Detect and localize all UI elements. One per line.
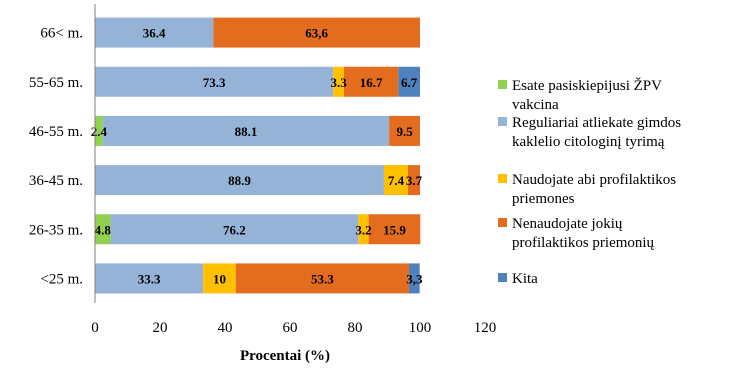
x-tick-label: 100	[409, 320, 432, 336]
legend-entry: Reguliariai atliekate gimdos kaklelio cit…	[512, 115, 681, 150]
bar-segment	[333, 66, 344, 97]
segment-data-label: 4.8	[95, 222, 112, 237]
segment-data-label: 10	[213, 271, 226, 286]
x-axis: 0 20 40 60 80 100 120	[91, 320, 496, 336]
bar-segment	[95, 66, 334, 97]
segment-data-label: 9.5	[396, 124, 413, 139]
bar-segment	[95, 165, 384, 196]
category-label: 46-55 m.	[29, 124, 83, 140]
legend-entry: Naudojate abi profilaktikos priemones	[512, 172, 676, 207]
segment-data-label: 7.4	[388, 173, 405, 188]
segment-data-label: 3.2	[355, 222, 371, 237]
category-label: 55-65 m.	[29, 75, 83, 91]
bar-segment	[398, 66, 420, 97]
bar-segment	[95, 17, 214, 48]
segment-data-label: 33.3	[138, 271, 161, 286]
segment-data-label: 3.7	[406, 173, 423, 188]
x-tick-label: 120	[474, 320, 497, 336]
bar-segment	[203, 263, 236, 294]
legend-swatch	[498, 273, 507, 282]
segment-data-label: 63,6	[305, 26, 328, 41]
bar-segment	[383, 165, 408, 196]
bar-segment	[213, 17, 420, 48]
segment-data-label: 2.4	[91, 124, 108, 139]
legend: Esate pasiskiepijusi ŽPV vakcinaReguliari…	[498, 77, 681, 287]
bar-segment	[95, 115, 103, 146]
legend-entry: Esate pasiskiepijusi ŽPV vakcina	[512, 77, 662, 113]
legend-swatch	[498, 80, 507, 89]
bar-segment	[343, 66, 399, 97]
x-tick-label: 60	[283, 320, 298, 336]
x-axis-title: Procentai (%)	[240, 348, 330, 364]
segment-data-label: 88.9	[228, 173, 251, 188]
x-tick-label: 0	[91, 320, 99, 336]
legend-swatch	[498, 174, 507, 183]
bars-layer	[95, 17, 421, 294]
bar-segment	[110, 214, 359, 245]
segment-labels-layer: 36.4 63,673.3 3.3 16.7 6.72.4 88.1 9.588.9 7.4 3…	[91, 26, 423, 287]
bar-segment	[102, 115, 390, 146]
segment-data-label: 73.3	[203, 75, 226, 90]
legend-swatch	[498, 218, 507, 227]
bar-segment	[389, 115, 420, 146]
y-axis: 66< m. 55-65 m. 46-55 m. 36-45 m. 26-35 m. <2…	[29, 4, 96, 303]
segment-data-label: 88.1	[235, 124, 258, 139]
legend-entry: Kita	[512, 271, 538, 287]
segment-data-label: 16.7	[360, 75, 383, 90]
segment-data-label: 76.2	[223, 222, 246, 237]
segment-data-label: 53.3	[311, 271, 334, 286]
x-tick-label: 40	[218, 320, 233, 336]
segment-data-label: 36.4	[143, 26, 166, 41]
category-label: 36-45 m.	[29, 173, 83, 189]
bar-segment	[368, 214, 421, 245]
category-label: 26-35 m.	[29, 222, 83, 238]
bar-segment	[95, 263, 204, 294]
bar-segment	[358, 214, 369, 245]
x-tick-label: 80	[348, 320, 363, 336]
category-label: <25 m.	[40, 271, 83, 287]
bar-segment	[235, 263, 409, 294]
bar-segment	[408, 263, 420, 294]
segment-data-label: 15.9	[383, 222, 406, 237]
bar-segment	[407, 165, 420, 196]
segment-data-label: 3.3	[330, 75, 347, 90]
x-tick-label: 20	[153, 320, 168, 336]
legend-entry: Nenaudojate jokių profilaktikos priemonių	[512, 216, 655, 251]
segment-data-label: 6.7	[401, 75, 418, 90]
bar-segment	[95, 214, 111, 245]
segment-data-label: 3,3	[406, 271, 423, 286]
category-label: 66< m.	[40, 26, 83, 42]
legend-swatch	[498, 117, 507, 126]
